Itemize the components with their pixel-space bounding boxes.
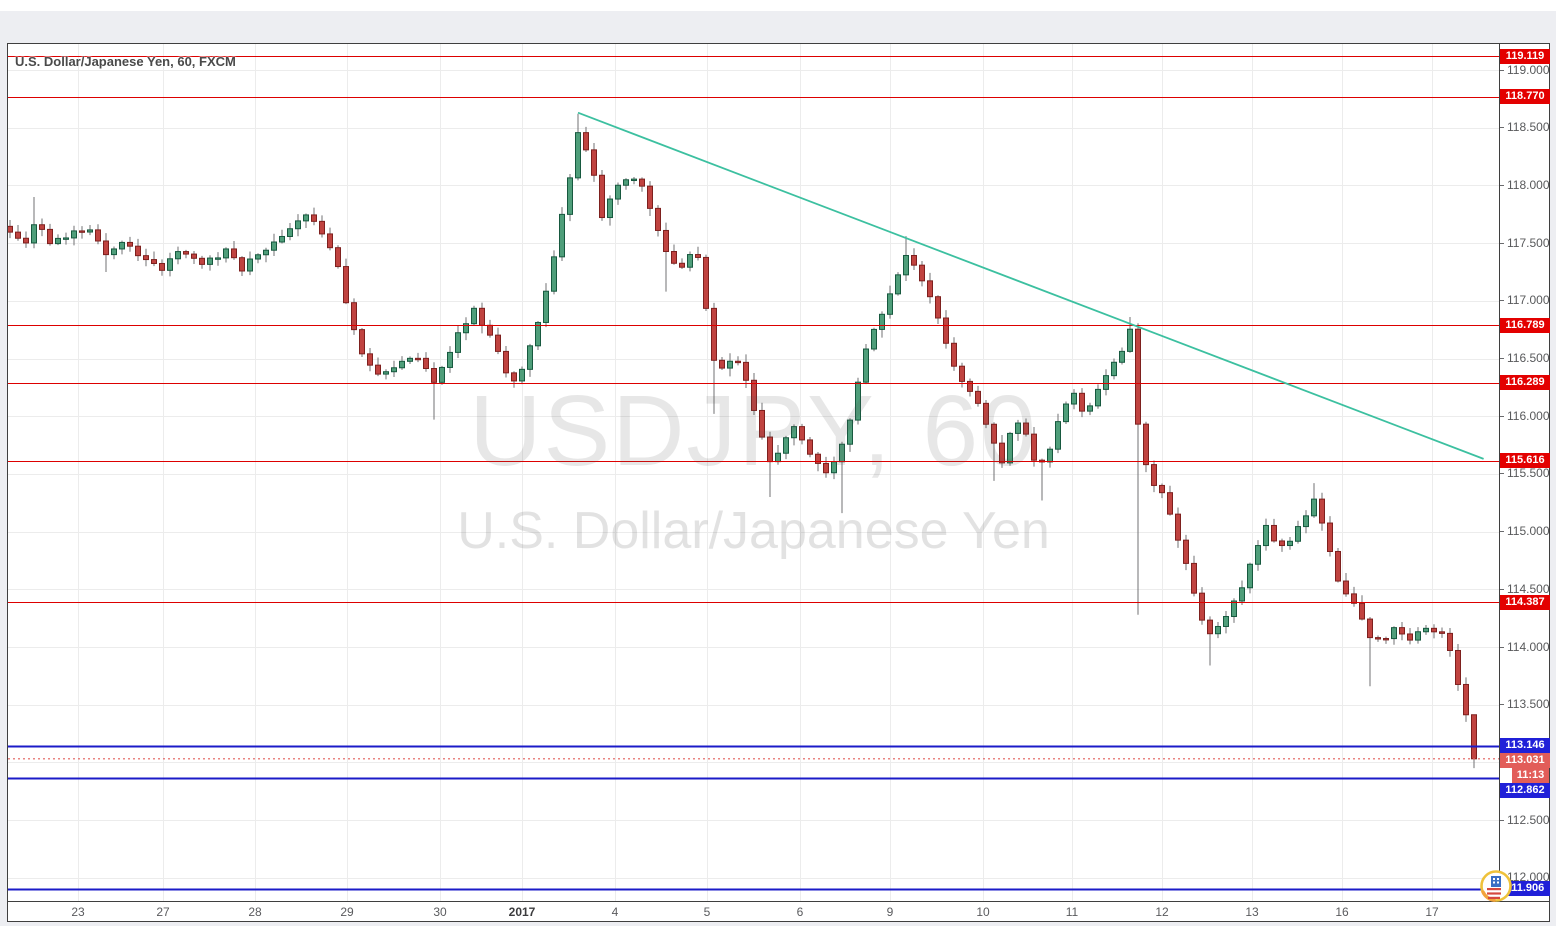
- price-axis[interactable]: 119.000 118.500 118.000 117.500 117.000 116.5…: [1499, 44, 1550, 901]
- price-tick: [1500, 646, 1504, 648]
- time-tick-label: 28: [248, 905, 262, 919]
- price-level-label: 113.146: [1500, 738, 1550, 754]
- price-tick-label: 116.500: [1507, 351, 1550, 365]
- price-tick-label: 112.500: [1507, 812, 1550, 827]
- price-level-label: 112.862: [1500, 783, 1550, 799]
- price-tick-label: 117.500: [1507, 235, 1550, 250]
- price-level-label: 114.387: [1500, 594, 1550, 610]
- price-level-label: 116.789: [1500, 317, 1550, 333]
- candlestick-chart[interactable]: [8, 44, 1499, 901]
- time-tick-label: 17: [1425, 905, 1439, 919]
- price-tick: [1500, 242, 1504, 244]
- price-tick: [1500, 127, 1504, 129]
- price-tick-label: 115.000: [1507, 524, 1550, 539]
- price-tick: [1500, 473, 1504, 475]
- chart-widget: USDJPY, 60 U.S. Dollar/Japanese Yen U.S.…: [7, 43, 1550, 922]
- price-tick-label: 114.500: [1507, 581, 1550, 596]
- time-tick-label: 10: [976, 905, 990, 919]
- time-tick-label: 12: [1155, 905, 1169, 919]
- time-tick-label: 5: [703, 905, 711, 919]
- chart-legend: U.S. Dollar/Japanese Yen, 60, FXCM: [15, 54, 236, 69]
- candles: [8, 132, 1477, 760]
- price-tick-label: 116.000: [1507, 408, 1550, 423]
- price-tick: [1500, 184, 1504, 186]
- time-axis[interactable]: 23 27 28 29 30 2017 4 5 6 9 10 11 12 13 16 17: [8, 901, 1549, 921]
- time-tick-label: 4: [611, 905, 619, 919]
- time-tick-label: 6: [796, 905, 804, 919]
- chart-plot-area[interactable]: USDJPY, 60 U.S. Dollar/Japanese Yen U.S.…: [8, 44, 1499, 901]
- price-tick-label: 119.000: [1507, 62, 1550, 77]
- time-tick-label: 2017: [508, 905, 536, 919]
- price-tick-label: 113.500: [1507, 697, 1550, 712]
- price-tick: [1500, 819, 1504, 821]
- price-level-label: 119.119: [1500, 48, 1550, 64]
- current-price-label: 113.031: [1500, 753, 1550, 769]
- price-tick-label: 115.500: [1507, 466, 1550, 481]
- price-level-label: 111.906: [1500, 881, 1550, 897]
- price-tick: [1500, 300, 1504, 302]
- gridlines: [8, 44, 1499, 901]
- descending-trendline: [577, 111, 1484, 460]
- price-level-label: 118.770: [1500, 89, 1550, 105]
- price-tick-label: 114.000: [1507, 639, 1550, 654]
- price-tick: [1500, 415, 1504, 417]
- price-level-label: 115.616: [1500, 453, 1550, 468]
- price-tick: [1500, 358, 1504, 359]
- price-tick: [1500, 531, 1504, 533]
- time-tick-label: 29: [340, 905, 354, 919]
- time-tick-label: 13: [1245, 905, 1259, 919]
- price-tick-label: 118.500: [1507, 120, 1550, 135]
- time-tick-label: 16: [1335, 905, 1349, 919]
- bar-countdown-label: 11:13: [1512, 768, 1549, 784]
- window-top-strip: [0, 0, 1556, 11]
- price-tick: [1500, 588, 1504, 590]
- time-tick-label: 30: [433, 905, 447, 919]
- candle-wicks: [9, 113, 1475, 769]
- price-tick-label: 117.000: [1507, 293, 1550, 308]
- fxcm-logo: [1480, 870, 1512, 902]
- price-tick: [1500, 704, 1504, 706]
- time-tick-label: 23: [71, 905, 85, 919]
- price-tick: [1500, 69, 1504, 71]
- price-tick-label: 112.000: [1507, 870, 1550, 885]
- price-level-label: 116.289: [1500, 375, 1550, 391]
- horizontal-lines[interactable]: [8, 55, 1499, 891]
- time-tick-label: 9: [886, 905, 894, 919]
- price-tick-label: 118.000: [1507, 177, 1550, 192]
- time-tick-label: 27: [156, 905, 170, 919]
- time-tick-label: 11: [1065, 905, 1079, 919]
- trendline[interactable]: [577, 111, 1484, 460]
